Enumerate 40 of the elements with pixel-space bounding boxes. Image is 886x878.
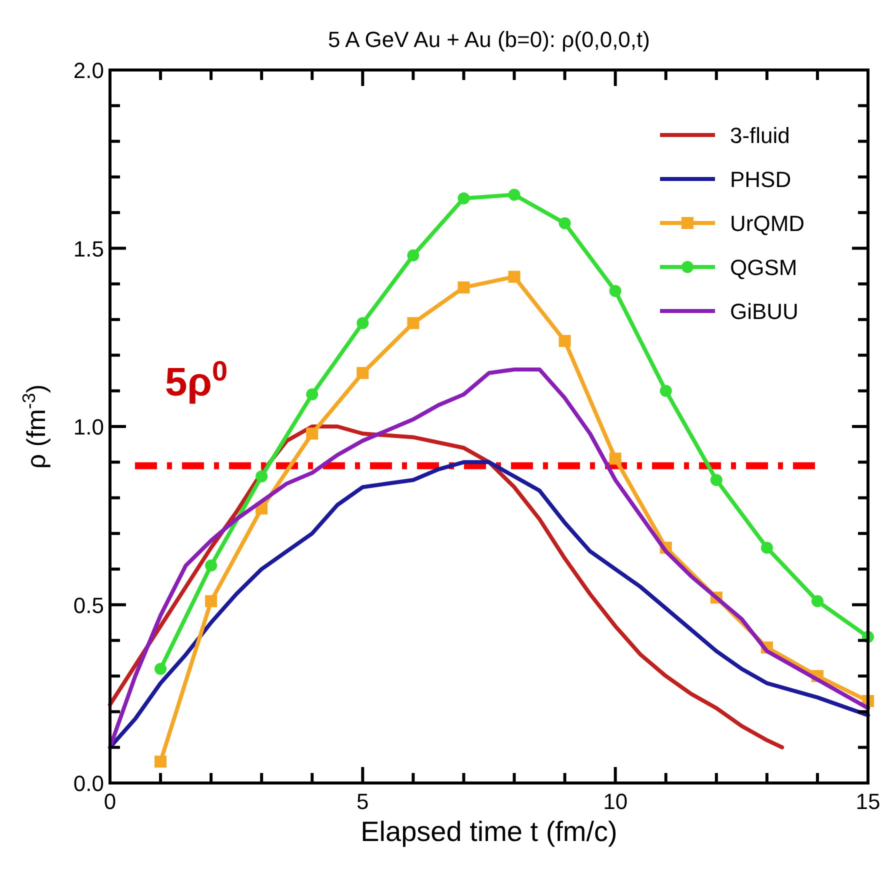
point	[407, 317, 420, 330]
x-tick-label: 15	[856, 789, 880, 814]
point	[609, 452, 622, 465]
point	[609, 285, 622, 298]
chart-title: 5 A GeV Au + Au (b=0): ρ(0,0,0,t)	[328, 27, 650, 52]
point	[558, 334, 571, 347]
point	[458, 192, 470, 204]
ref-line-label: 5ρ$^{0}$	[165, 355, 228, 405]
legend-label: 3-fluid	[730, 123, 790, 148]
legend-label: UrQMD	[730, 211, 805, 236]
point	[356, 367, 369, 380]
y-tick-label: 2.0	[73, 58, 104, 83]
point	[205, 560, 218, 572]
x-tick-label: 0	[104, 789, 116, 814]
point	[306, 388, 318, 400]
y-tick-label: 1.5	[73, 236, 104, 262]
legend-label: GiBUU	[730, 299, 798, 324]
point	[660, 384, 672, 397]
point	[508, 270, 520, 283]
point	[154, 662, 167, 675]
x-tick-label: 10	[603, 789, 628, 814]
point	[508, 188, 520, 201]
point	[811, 595, 824, 608]
point	[407, 249, 420, 262]
legend-label: QGSM	[730, 255, 798, 280]
point	[256, 470, 268, 482]
point	[154, 756, 167, 768]
y-tick-label: 1.0	[73, 414, 104, 440]
point	[760, 542, 773, 554]
point	[558, 217, 571, 230]
legend-label: PHSD	[730, 167, 792, 192]
y-tick-label: 0.5	[73, 592, 104, 618]
y-tick-label: 0.0	[73, 771, 104, 796]
point	[458, 281, 470, 294]
x-axis-title: Elapsed time t (fm/c)	[360, 816, 618, 847]
point	[205, 595, 218, 608]
point	[306, 428, 318, 440]
point	[710, 474, 722, 486]
x-tick-label: 5	[356, 789, 369, 814]
point	[356, 317, 369, 330]
